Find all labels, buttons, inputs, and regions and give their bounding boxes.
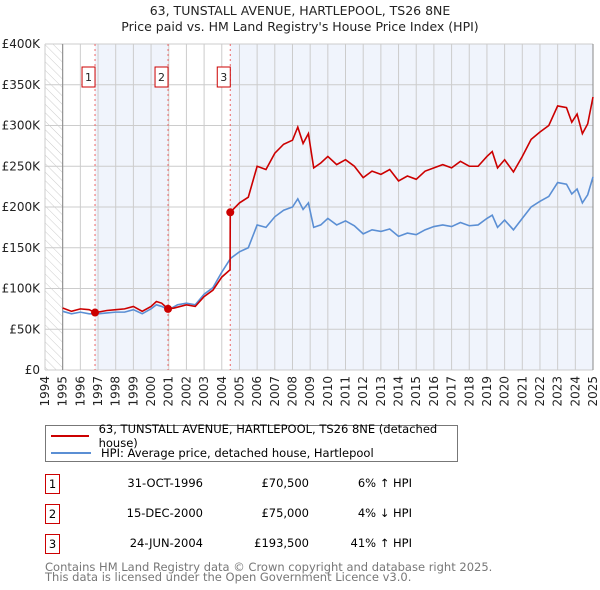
footer-licence: This data is licensed under the Open Gov… <box>45 570 412 584</box>
legend-label-property: 63, TUNSTALL AVENUE, HARTLEPOOL, TS26 8N… <box>98 422 438 450</box>
x-tick-label: 1996 <box>73 376 87 407</box>
y-tick-label: £400K <box>2 37 42 51</box>
transaction-date: 24-JUN-2004 <box>129 536 203 550</box>
legend-item-hpi: HPI: Average price, detached house, Hart… <box>46 445 374 461</box>
x-tick-label: 2016 <box>427 376 441 407</box>
y-tick-label: £300K <box>2 119 42 133</box>
x-tick-label: 2005 <box>232 376 246 407</box>
chart-title: 63, TUNSTALL AVENUE, HARTLEPOOL, TS26 8N… <box>149 3 451 18</box>
y-tick-label: £350K <box>2 78 42 92</box>
x-tick-label: 2003 <box>197 376 211 407</box>
legend-swatch-hpi <box>51 452 91 454</box>
x-tick-label: 2018 <box>462 376 476 407</box>
x-tick-label: 2006 <box>250 376 264 407</box>
x-tick-label: 1998 <box>109 376 123 407</box>
y-tick-label: £150K <box>2 241 42 255</box>
x-tick-label: 2011 <box>339 376 353 407</box>
legend-swatch-property <box>51 435 89 437</box>
transaction-date: 31-OCT-1996 <box>127 476 203 490</box>
sale-marker-label: 3 <box>220 71 227 84</box>
sale-marker-box <box>154 66 169 88</box>
x-tick-label: 1997 <box>91 376 105 407</box>
sale-marker-box <box>216 66 231 88</box>
x-tick-label: 2017 <box>445 376 459 407</box>
x-tick-label: 1994 <box>38 376 52 407</box>
x-tick-label: 2013 <box>374 376 388 407</box>
sale-marker-label: 2 <box>158 71 165 84</box>
y-tick-label: £100K <box>2 282 42 296</box>
transaction-hpi-diff: 6% ↑ HPI <box>357 476 412 490</box>
hpi-line <box>62 176 594 315</box>
x-tick-label: 2010 <box>321 376 335 407</box>
x-tick-label: 2012 <box>356 376 370 407</box>
transaction-hpi-diff: 4% ↓ HPI <box>357 506 412 520</box>
x-tick-label: 2024 <box>568 376 582 407</box>
legend-item-property: 63, TUNSTALL AVENUE, HARTLEPOOL, TS26 8N… <box>46 422 457 450</box>
transaction-row: 3 24-JUN-2004 £193,500 41% ↑ HPI <box>45 534 412 554</box>
y-tick-label: £200K <box>2 200 42 214</box>
transaction-row: 2 15-DEC-2000 £75,000 4% ↓ HPI <box>45 504 412 524</box>
x-tick-label: 2004 <box>215 376 229 407</box>
x-tick-label: 2009 <box>303 376 317 407</box>
transaction-hpi-diff: 41% ↑ HPI <box>350 536 412 550</box>
y-tick-label: £50K <box>9 322 41 336</box>
x-tick-label: 1999 <box>126 376 140 407</box>
x-tick-label: 2002 <box>179 376 193 407</box>
transaction-price: £75,000 <box>261 506 309 520</box>
x-tick-label: 2025 <box>586 376 600 407</box>
x-tick-label: 1995 <box>56 376 70 407</box>
x-tick-label: 2020 <box>498 376 512 407</box>
sale-point <box>226 208 235 217</box>
y-tick-label: £250K <box>2 159 42 173</box>
chart-subtitle: Price paid vs. HM Land Registry's House … <box>121 19 479 34</box>
sale-point <box>164 304 173 313</box>
transaction-marker: 2 <box>45 504 60 524</box>
x-tick-label: 2022 <box>533 376 547 407</box>
x-tick-label: 2019 <box>480 376 494 407</box>
legend-label-hpi: HPI: Average price, detached house, Hart… <box>101 446 374 460</box>
price-chart: £0 £50K £100K £150K £200K £250K £300K £350K £400… <box>2 37 600 407</box>
transaction-price: £193,500 <box>254 536 309 550</box>
x-tick-label: 2008 <box>285 376 299 407</box>
transaction-date: 15-DEC-2000 <box>126 506 203 520</box>
sale-point <box>91 308 100 317</box>
x-tick-label: 2023 <box>551 376 565 407</box>
x-tick-label: 2014 <box>392 376 406 407</box>
x-tick-label: 2015 <box>409 376 423 407</box>
x-tick-label: 2007 <box>268 376 282 407</box>
sale-marker-label: 1 <box>85 71 92 84</box>
legend: 63, TUNSTALL AVENUE, HARTLEPOOL, TS26 8N… <box>45 422 458 462</box>
footer-copyright: Contains HM Land Registry data © Crown c… <box>45 560 493 574</box>
transaction-row: 1 31-OCT-1996 £70,500 6% ↑ HPI <box>45 474 412 494</box>
sale-marker-box <box>81 66 96 88</box>
transaction-marker: 3 <box>45 534 60 554</box>
x-tick-label: 2000 <box>144 376 158 407</box>
property-price-line <box>62 96 594 314</box>
transaction-marker: 1 <box>45 474 60 494</box>
y-tick-label: £0 <box>25 363 40 377</box>
x-tick-label: 2021 <box>515 376 529 407</box>
transaction-price: £70,500 <box>261 476 309 490</box>
x-tick-label: 2001 <box>162 376 176 407</box>
